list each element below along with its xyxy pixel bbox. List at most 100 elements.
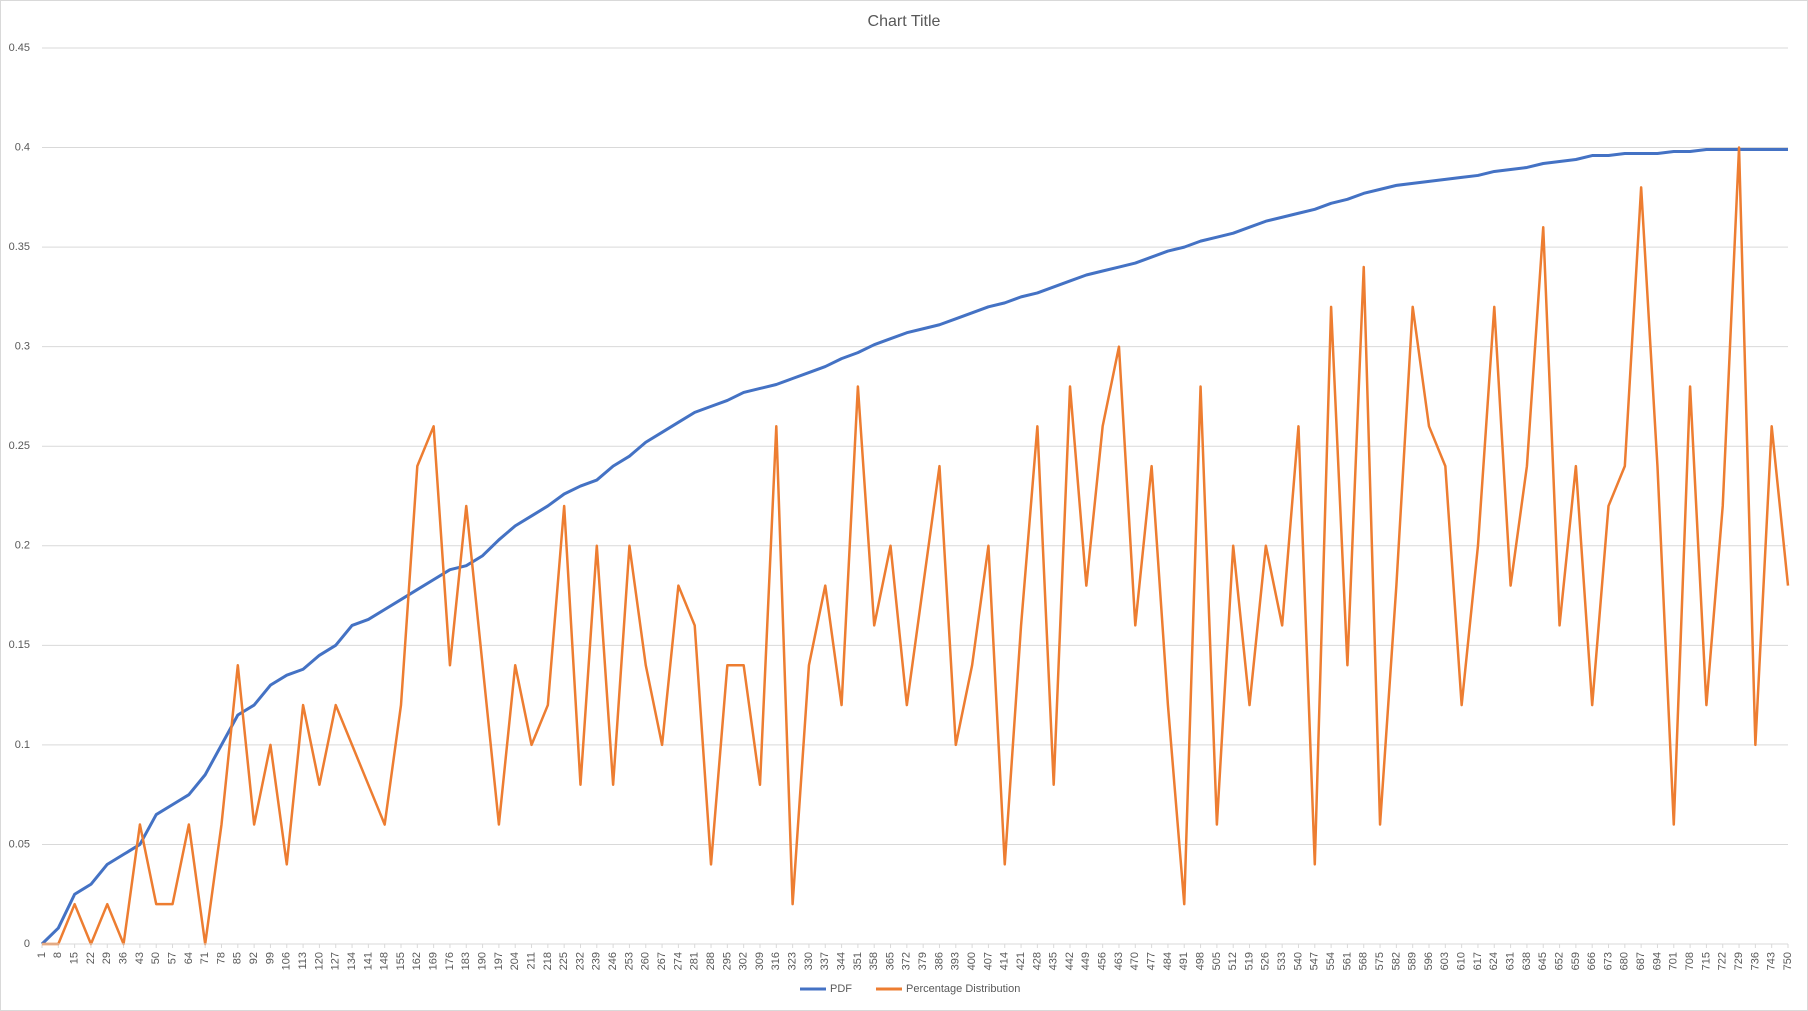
x-tick-label: 15	[69, 952, 81, 964]
x-tick-label: 330	[803, 952, 815, 970]
x-tick-label: 400	[966, 952, 978, 970]
x-tick-label: 414	[999, 952, 1011, 970]
x-tick-label: 540	[1292, 952, 1304, 970]
x-tick-label: 309	[754, 952, 766, 970]
y-tick-label: 0.35	[9, 241, 30, 253]
x-tick-label: 533	[1276, 952, 1288, 970]
x-tick-label: 694	[1651, 952, 1663, 970]
x-tick-label: 71	[199, 952, 211, 964]
x-tick-label: 645	[1537, 952, 1549, 970]
x-tick-label: 505	[1211, 952, 1223, 970]
x-tick-label: 596	[1423, 952, 1435, 970]
x-tick-label: 134	[346, 952, 358, 970]
x-tick-label: 750	[1782, 952, 1794, 970]
x-tick-label: 29	[101, 952, 113, 964]
x-tick-label: 547	[1309, 952, 1321, 970]
x-tick-label: 561	[1341, 952, 1353, 970]
x-tick-label: 225	[558, 952, 570, 970]
x-tick-label: 463	[1113, 952, 1125, 970]
x-tick-label: 260	[640, 952, 652, 970]
y-tick-label: 0.45	[9, 42, 30, 54]
x-tick-label: 78	[215, 952, 227, 964]
x-tick-label: 190	[476, 952, 488, 970]
x-tick-label: 519	[1243, 952, 1255, 970]
x-tick-label: 617	[1472, 952, 1484, 970]
x-tick-label: 162	[411, 952, 423, 970]
x-tick-label: 316	[770, 952, 782, 970]
y-tick-label: 0.15	[9, 639, 30, 651]
x-tick-label: 477	[1146, 952, 1158, 970]
x-tick-label: 393	[950, 952, 962, 970]
x-tick-label: 701	[1668, 952, 1680, 970]
x-tick-label: 743	[1766, 952, 1778, 970]
x-tick-label: 1	[36, 952, 48, 958]
x-tick-label: 120	[313, 952, 325, 970]
x-tick-label: 106	[281, 952, 293, 970]
x-tick-label: 435	[1048, 952, 1060, 970]
x-tick-label: 729	[1733, 952, 1745, 970]
x-tick-label: 43	[134, 952, 146, 964]
x-tick-label: 197	[493, 952, 505, 970]
x-tick-label: 204	[509, 952, 521, 970]
x-tick-label: 92	[248, 952, 260, 964]
x-tick-label: 610	[1456, 952, 1468, 970]
x-tick-label: 407	[982, 952, 994, 970]
series-line	[42, 146, 1790, 946]
x-tick-label: 295	[721, 952, 733, 970]
x-tick-label: 113	[297, 952, 309, 970]
x-tick-label: 624	[1488, 952, 1500, 970]
x-tick-label: 36	[117, 952, 129, 964]
x-tick-label: 575	[1374, 952, 1386, 970]
x-tick-label: 337	[819, 952, 831, 970]
x-tick-label: 57	[166, 952, 178, 964]
x-tick-label: 491	[1178, 952, 1190, 970]
x-tick-label: 218	[542, 952, 554, 970]
x-tick-label: 358	[868, 952, 880, 970]
x-tick-label: 267	[656, 952, 668, 970]
x-tick-label: 498	[1194, 952, 1206, 970]
x-tick-label: 568	[1358, 952, 1370, 970]
legend-label: Percentage Distribution	[906, 983, 1020, 995]
x-tick-label: 183	[460, 952, 472, 970]
x-tick-label: 666	[1586, 952, 1598, 970]
x-tick-label: 526	[1260, 952, 1272, 970]
x-tick-label: 344	[835, 952, 847, 970]
x-tick-label: 603	[1439, 952, 1451, 970]
y-tick-label: 0.1	[15, 739, 30, 751]
x-tick-label: 127	[330, 952, 342, 970]
x-tick-label: 659	[1570, 952, 1582, 970]
x-tick-label: 442	[1064, 952, 1076, 970]
y-tick-label: 0	[24, 938, 30, 950]
x-tick-label: 351	[852, 952, 864, 970]
x-tick-label: 421	[1015, 952, 1027, 970]
x-tick-label: 365	[884, 952, 896, 970]
y-tick-label: 0.4	[15, 141, 30, 153]
x-tick-label: 554	[1325, 952, 1337, 970]
x-tick-label: 582	[1390, 952, 1402, 970]
x-tick-label: 708	[1684, 952, 1696, 970]
x-tick-label: 456	[1097, 952, 1109, 970]
x-tick-label: 687	[1635, 952, 1647, 970]
chart-title: Chart Title	[868, 13, 941, 30]
x-tick-label: 22	[85, 952, 97, 964]
series-line	[40, 148, 1788, 946]
y-tick-label: 0.3	[15, 341, 30, 353]
x-tick-label: 428	[1031, 952, 1043, 970]
x-tick-label: 638	[1521, 952, 1533, 970]
x-tick-label: 631	[1505, 952, 1517, 970]
x-tick-label: 372	[901, 952, 913, 970]
x-tick-label: 239	[591, 952, 603, 970]
x-tick-label: 274	[672, 952, 684, 970]
y-tick-label: 0.05	[9, 838, 30, 850]
x-tick-label: 736	[1749, 952, 1761, 970]
x-tick-label: 8	[52, 952, 64, 958]
x-tick-label: 211	[525, 952, 537, 970]
x-tick-label: 484	[1162, 952, 1174, 970]
x-tick-label: 99	[264, 952, 276, 964]
x-tick-label: 169	[428, 952, 440, 970]
x-tick-label: 302	[738, 952, 750, 970]
x-tick-label: 715	[1700, 952, 1712, 970]
x-tick-label: 148	[379, 952, 391, 970]
